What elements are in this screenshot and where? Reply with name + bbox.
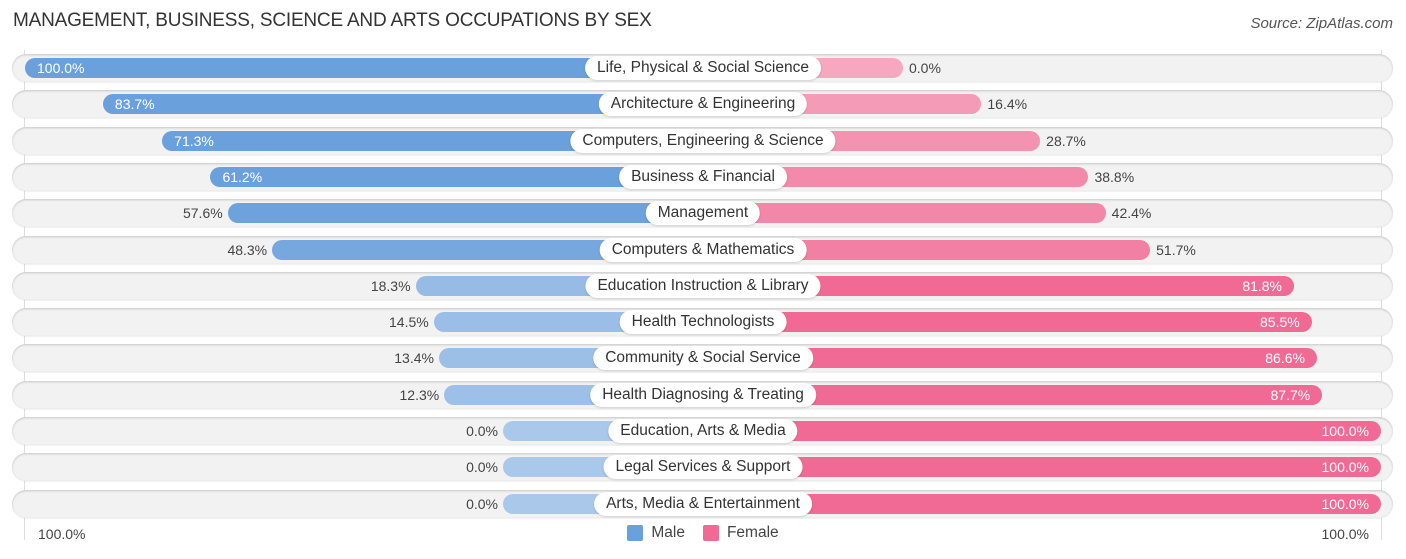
value-label-female: 42.4%	[1111, 205, 1152, 222]
value-label-female: 81.8%	[1242, 277, 1283, 294]
value-label-male: 0.0%	[466, 423, 498, 439]
bar-female	[703, 239, 1151, 260]
value-label-male: 0.0%	[466, 495, 498, 512]
value-label-female: 100.0%	[1321, 495, 1369, 512]
bar-male	[210, 166, 703, 187]
chart-source: Source: ZipAtlas.com	[1250, 15, 1393, 32]
bar-female	[703, 493, 1381, 514]
bar-male	[102, 94, 703, 115]
bar-female	[703, 275, 1294, 296]
bar-male	[227, 203, 703, 224]
category-label: Business & Financial	[619, 164, 787, 189]
bar-male	[25, 58, 703, 78]
value-label-female: 51.7%	[1156, 241, 1196, 258]
bar-female	[703, 312, 1312, 333]
legend-swatch-female	[702, 525, 719, 541]
value-label-male: 0.0%	[466, 459, 498, 476]
category-label: Computers, Engineering & Science	[570, 128, 836, 153]
legend-item-male: Male	[627, 524, 685, 542]
value-label-female: 0.0%	[909, 60, 941, 76]
chart-title: MANAGEMENT, BUSINESS, SCIENCE AND ARTS O…	[13, 10, 652, 31]
legend-label-male: Male	[651, 524, 685, 541]
value-label-male: 100.0%	[37, 60, 85, 76]
value-label-female: 86.6%	[1265, 350, 1305, 367]
value-label-female: 16.4%	[987, 96, 1028, 113]
bar-female	[703, 166, 1089, 187]
legend-item-female: Female	[702, 524, 779, 542]
value-label-male: 18.3%	[370, 277, 411, 294]
value-label-female: 100.0%	[1321, 423, 1369, 439]
bar-female	[703, 348, 1317, 369]
value-label-male: 83.7%	[114, 96, 155, 113]
value-label-male: 14.5%	[389, 314, 429, 331]
category-label: Health Technologists	[619, 310, 787, 335]
category-label: Community & Social Service	[593, 346, 813, 371]
bar-male	[162, 130, 703, 151]
axis-label-right: 100.0%	[1321, 526, 1369, 542]
value-label-female: 28.7%	[1046, 132, 1086, 149]
category-label: Education, Arts & Media	[608, 419, 798, 443]
bar-female	[703, 457, 1381, 478]
value-label-female: 87.7%	[1270, 386, 1311, 403]
bar-female	[703, 421, 1381, 441]
value-label-female: 38.8%	[1094, 168, 1135, 185]
value-label-male: 12.3%	[399, 386, 440, 403]
legend: Male Female	[0, 524, 1406, 542]
value-label-male: 13.4%	[394, 350, 434, 367]
category-label: Computers & Mathematics	[599, 237, 807, 262]
category-label: Health Diagnosing & Treating	[590, 382, 816, 407]
category-label: Education Instruction & Library	[585, 273, 821, 298]
category-label: Management	[645, 201, 761, 226]
value-label-male: 48.3%	[227, 241, 268, 258]
bar-female	[703, 203, 1106, 224]
axis-label-left: 100.0%	[38, 526, 86, 542]
category-label: Architecture & Engineering	[598, 92, 808, 117]
value-label-male: 61.2%	[222, 168, 263, 185]
bar-female	[703, 384, 1323, 405]
legend-label-female: Female	[726, 524, 779, 541]
legend-swatch-male	[627, 525, 644, 541]
category-label: Life, Physical & Social Science	[585, 56, 821, 80]
value-label-female: 85.5%	[1260, 314, 1300, 331]
category-label: Arts, Media & Entertainment	[594, 491, 812, 516]
value-label-male: 57.6%	[182, 205, 223, 222]
category-label: Legal Services & Support	[603, 455, 803, 480]
value-label-female: 100.0%	[1321, 459, 1369, 476]
bar-male	[272, 239, 703, 260]
value-label-male: 71.3%	[174, 132, 214, 149]
